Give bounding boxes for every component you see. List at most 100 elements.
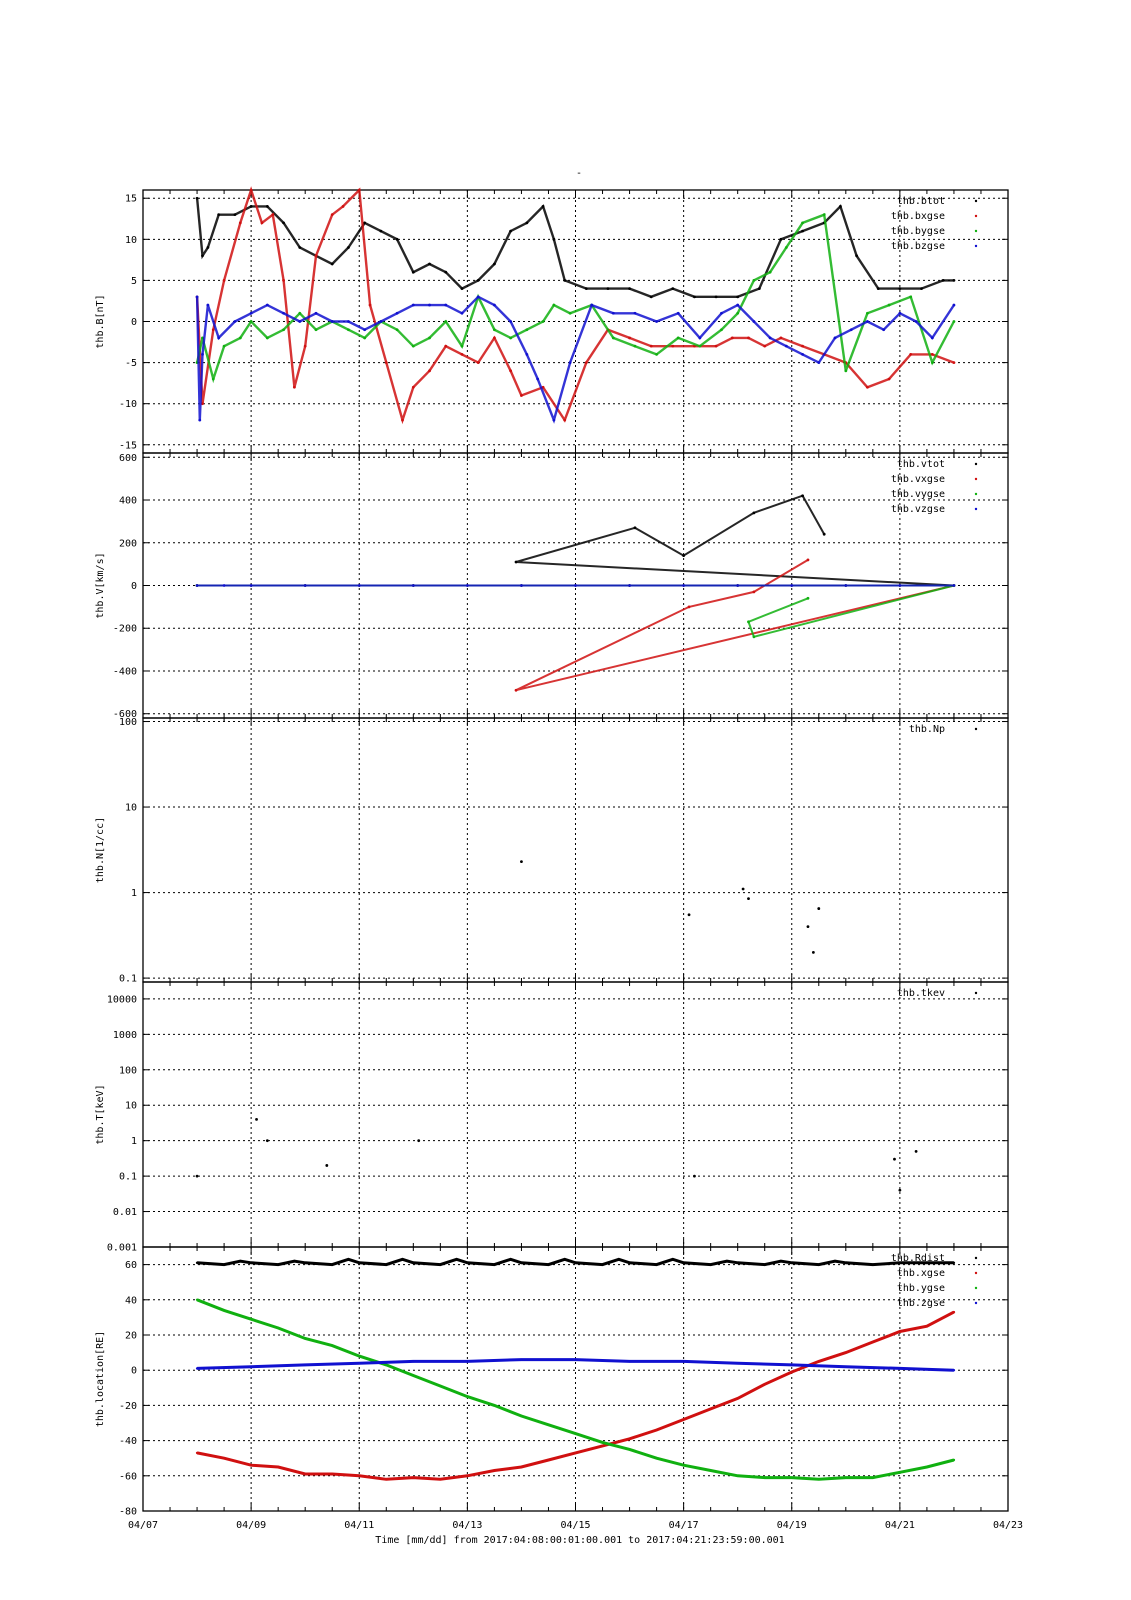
y-tick-label: 0.1 bbox=[119, 1172, 137, 1183]
data-point bbox=[444, 344, 448, 348]
data-point bbox=[682, 1261, 685, 1265]
data-point bbox=[282, 311, 285, 315]
data-point bbox=[411, 385, 415, 389]
data-point bbox=[249, 320, 253, 323]
data-point bbox=[709, 1469, 712, 1472]
data-point bbox=[265, 336, 269, 340]
data-point bbox=[952, 279, 956, 282]
data-point bbox=[358, 1474, 361, 1478]
data-point bbox=[844, 369, 848, 373]
panel-N: 100 10 1 0.1 thb.N[1/cc] thb.Np bbox=[95, 717, 1009, 985]
data-point bbox=[752, 590, 756, 594]
data-point bbox=[628, 336, 631, 340]
data-point bbox=[806, 596, 810, 600]
data-point bbox=[195, 1367, 199, 1370]
data-point bbox=[801, 344, 804, 348]
data-point bbox=[514, 688, 518, 692]
data-point bbox=[882, 328, 886, 332]
data-point bbox=[401, 1258, 404, 1261]
y-tick-label: 1 bbox=[131, 1136, 137, 1147]
data-point bbox=[520, 584, 523, 587]
data-point bbox=[909, 295, 913, 299]
data-point bbox=[806, 925, 810, 929]
y-tick-label: 0 bbox=[131, 1366, 137, 1377]
data-point bbox=[439, 1478, 442, 1481]
data-point bbox=[747, 336, 750, 340]
y-tick-label: 100 bbox=[119, 717, 137, 728]
data-point bbox=[238, 221, 242, 225]
data-point bbox=[493, 262, 496, 266]
data-point bbox=[385, 1363, 388, 1367]
data-point bbox=[817, 361, 821, 364]
data-point bbox=[444, 303, 448, 307]
y-tick-label: -15 bbox=[119, 440, 137, 451]
data-point bbox=[325, 1164, 329, 1167]
data-point bbox=[347, 320, 350, 323]
data-point bbox=[736, 1397, 739, 1400]
y-tick-label: 0.001 bbox=[107, 1243, 137, 1254]
legend-label: thb.tkev bbox=[897, 988, 945, 999]
data-point bbox=[357, 188, 361, 192]
x-tick-label: 04/09 bbox=[236, 1520, 266, 1531]
legend-label: thb.vzgse bbox=[891, 504, 945, 515]
data-point bbox=[347, 328, 350, 332]
y-tick-label: 100 bbox=[119, 1065, 137, 1076]
legend-marker bbox=[974, 1271, 978, 1275]
data-point bbox=[211, 328, 215, 332]
data-point bbox=[736, 1361, 739, 1365]
data-point bbox=[568, 361, 572, 364]
data-point bbox=[714, 295, 718, 299]
data-point bbox=[736, 303, 740, 307]
data-point bbox=[898, 1471, 902, 1474]
y-tick-label: -10 bbox=[119, 399, 137, 410]
data-point bbox=[314, 328, 318, 332]
plot-frame bbox=[142, 1246, 1009, 1512]
data-point bbox=[466, 1360, 469, 1363]
series-thb.vtot: thb.vtot bbox=[195, 459, 978, 587]
data-point bbox=[720, 328, 723, 332]
data-point bbox=[698, 344, 702, 348]
data-point bbox=[520, 1465, 523, 1469]
series-thb.btot: thb.btot bbox=[195, 196, 978, 299]
data-point bbox=[833, 1259, 837, 1263]
legend-marker bbox=[974, 727, 978, 731]
data-point bbox=[341, 205, 345, 208]
data-point bbox=[866, 311, 869, 315]
data-point bbox=[303, 1337, 307, 1340]
data-point bbox=[736, 295, 740, 299]
data-point bbox=[239, 1259, 242, 1263]
data-point bbox=[611, 336, 615, 340]
data-point bbox=[493, 336, 496, 340]
x-tick-label: 04/21 bbox=[885, 1520, 915, 1531]
data-point bbox=[855, 254, 859, 258]
data-point bbox=[493, 1263, 496, 1266]
x-tick-label: 04/23 bbox=[993, 1520, 1023, 1531]
y-axis-label: thb.T[keV] bbox=[95, 1084, 106, 1144]
data-point bbox=[460, 344, 464, 348]
data-point bbox=[520, 1358, 523, 1361]
series-trace bbox=[195, 295, 955, 424]
legend-marker bbox=[974, 229, 978, 233]
data-point bbox=[682, 584, 686, 587]
data-point bbox=[509, 1258, 512, 1261]
data-point bbox=[552, 237, 556, 241]
data-point bbox=[866, 320, 869, 323]
data-point bbox=[628, 584, 631, 587]
data-point bbox=[714, 344, 718, 348]
data-point bbox=[238, 336, 242, 340]
data-point bbox=[671, 287, 675, 291]
data-point bbox=[358, 1354, 361, 1358]
data-point bbox=[201, 402, 204, 406]
data-point bbox=[941, 279, 945, 282]
data-point bbox=[547, 1423, 550, 1426]
y-tick-label: 0 bbox=[131, 317, 137, 328]
data-point bbox=[260, 221, 264, 225]
data-point bbox=[952, 584, 956, 587]
data-point bbox=[693, 1174, 696, 1178]
data-point bbox=[871, 1263, 875, 1266]
data-point bbox=[222, 1309, 226, 1312]
data-point bbox=[331, 1472, 334, 1476]
data-point bbox=[584, 287, 588, 291]
data-point bbox=[331, 1263, 334, 1266]
